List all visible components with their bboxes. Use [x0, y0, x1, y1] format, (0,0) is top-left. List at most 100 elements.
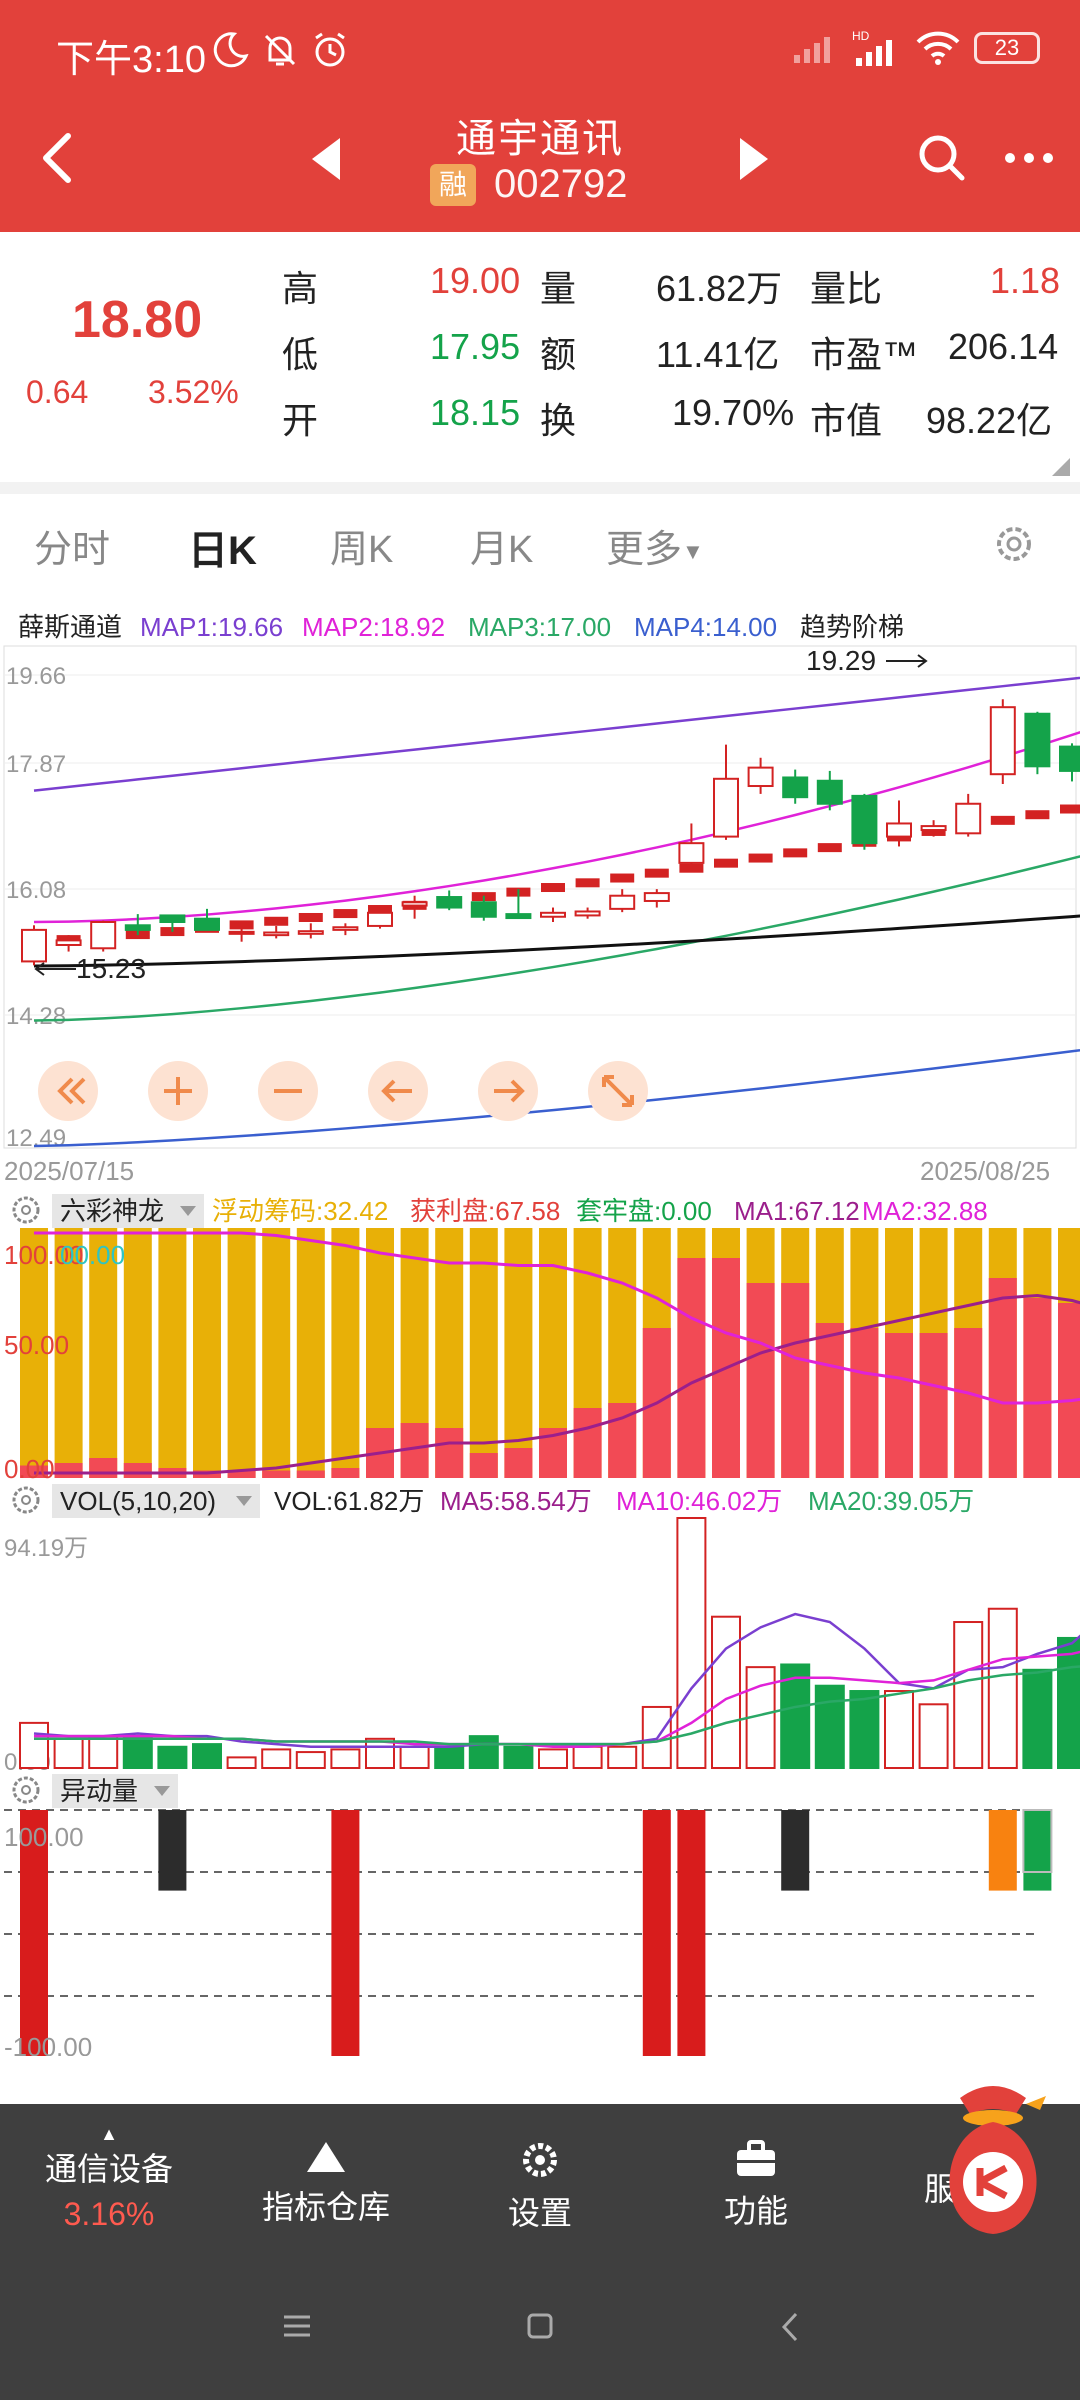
volume-bar [19, 1721, 49, 1769]
anomaly-bar [158, 1810, 187, 1891]
panel4-y-bottom: -100.00 [4, 2032, 92, 2056]
volume-bar [295, 1751, 326, 1769]
tab-weekly-k[interactable]: 周K [330, 529, 394, 571]
value-volume: 61.82万 [656, 268, 783, 309]
float-chip-label: 浮动筹码:32.42 [212, 1196, 388, 1226]
chip-profit-bar [954, 1328, 983, 1478]
toolbox-icon [737, 2140, 775, 2176]
value-pe: 206.14 [948, 326, 1059, 367]
chip-profit-bar [469, 1453, 498, 1478]
volume-bar [1022, 1668, 1053, 1769]
system-back-icon[interactable] [780, 2312, 800, 2342]
panel3-gear-icon[interactable] [12, 1486, 40, 1514]
quote-panel[interactable]: 18.80 0.64 3.52% 高 19.00 量 61.82万 量比 1.1… [0, 232, 1080, 482]
value-market-cap: 98.22亿 [926, 400, 1053, 441]
lucky-bag-icon[interactable] [930, 2078, 1056, 2248]
label-high: 高 [282, 268, 319, 309]
channel-line-map2 [33, 731, 1080, 924]
candle-body [505, 913, 532, 920]
zoom-in-button[interactable] [148, 1061, 208, 1121]
chip-float-bar [89, 1228, 118, 1478]
functions-button[interactable]: 功能 [716, 2140, 796, 2232]
back-button[interactable] [30, 128, 90, 188]
candle-body [678, 842, 705, 864]
value-volume-ratio: 1.18 [990, 260, 1061, 301]
candle-body [540, 911, 566, 918]
chip-profit-bar [123, 1463, 152, 1478]
period-tabs: 分时 日K 周K 月K 更多▼ [0, 494, 1080, 594]
candle-body [55, 939, 82, 946]
candle-body [332, 926, 359, 931]
chart-settings-gear-icon[interactable] [990, 520, 1038, 568]
chip-profit-bar [781, 1283, 810, 1478]
panel3-name: VOL(5,10,20) [60, 1486, 216, 1516]
sector-change: 3.16% [63, 2196, 155, 2232]
panel2-caret-icon [180, 1206, 196, 1216]
volume-bar [1057, 1636, 1080, 1769]
settings-button[interactable]: 设置 [500, 2140, 580, 2234]
panel2-selector[interactable] [52, 1194, 204, 1228]
alarm-icon [315, 32, 345, 67]
ladder-step [644, 868, 669, 878]
ladder-step [264, 916, 289, 926]
volume-bars [19, 1517, 1080, 1770]
volume-bar [918, 1703, 949, 1769]
functions-label: 功能 [723, 2193, 788, 2229]
candle-body [297, 930, 324, 935]
volume-ma-line-ma20 [34, 1665, 1080, 1746]
panel4-gear-icon[interactable] [12, 1776, 40, 1804]
candle-body [124, 924, 151, 931]
candle-body [955, 802, 982, 835]
kline-chart-area[interactable]: 薛斯通道 MAP1:19.66 MAP2:18.92 MAP3:17.00 MA… [0, 600, 1080, 2056]
candle-body [1024, 712, 1051, 768]
candle-body [989, 706, 1016, 776]
menu-icon[interactable] [282, 2314, 312, 2338]
panel2-gear-icon[interactable] [12, 1196, 40, 1224]
indicator-name[interactable]: 薛斯通道 [18, 612, 122, 642]
tab-monthly-k[interactable]: 月K [470, 529, 534, 571]
label-volume: 量 [540, 268, 577, 309]
label-low: 低 [282, 334, 319, 375]
sector-button[interactable]: ▲ 通信设备 3.16% [36, 2124, 182, 2233]
prev-stock-button[interactable] [306, 134, 346, 184]
panel4-selector[interactable] [52, 1774, 178, 1808]
chip-ma2-line [34, 1231, 1080, 1405]
scroll-left-fast-button[interactable] [38, 1061, 98, 1121]
anomaly-bar [781, 1810, 810, 1891]
tab-intraday[interactable]: 分时 [34, 529, 111, 571]
tab-daily-k[interactable]: 日K [188, 529, 257, 573]
volume-bar [365, 1737, 395, 1770]
more-options-icon[interactable] [1004, 148, 1054, 168]
tab-more[interactable]: 更多▼ [606, 518, 704, 573]
hd-label: HD [852, 29, 870, 43]
candle-body [1059, 745, 1080, 772]
current-price: 18.80 [72, 291, 203, 349]
value-high: 19.00 [430, 260, 521, 301]
candle-body [574, 910, 601, 917]
candle-body [436, 896, 463, 909]
stock-code: 002792 [494, 162, 628, 206]
volume-bar [261, 1748, 292, 1769]
ma5-label: MA5:58.54万 [440, 1486, 592, 1516]
low-marker: 15.23 [76, 953, 146, 984]
scroll-left-button[interactable] [368, 1061, 428, 1121]
scroll-right-button[interactable] [478, 1061, 538, 1121]
chip-float-bar [193, 1228, 221, 1478]
ma2-label: MA2:32.88 [862, 1196, 988, 1226]
value-open: 18.15 [430, 392, 521, 433]
fullscreen-button[interactable] [588, 1061, 648, 1121]
zoom-out-button[interactable] [258, 1061, 318, 1121]
expand-corner-icon[interactable] [1052, 458, 1070, 476]
home-icon[interactable] [526, 2312, 554, 2340]
chip-float-bar [296, 1228, 325, 1478]
candle-body [886, 822, 912, 838]
triangle-icon [307, 2142, 345, 2172]
trend-ladder-line [33, 914, 1080, 968]
value-low: 17.95 [430, 326, 521, 367]
search-icon[interactable] [916, 132, 968, 184]
panel3-selector[interactable] [52, 1484, 260, 1518]
next-stock-button[interactable] [734, 134, 774, 184]
volume-bar [192, 1743, 222, 1769]
indicator-library-button[interactable]: 指标仓库 [256, 2140, 396, 2228]
chip-profit-bar [677, 1258, 706, 1478]
